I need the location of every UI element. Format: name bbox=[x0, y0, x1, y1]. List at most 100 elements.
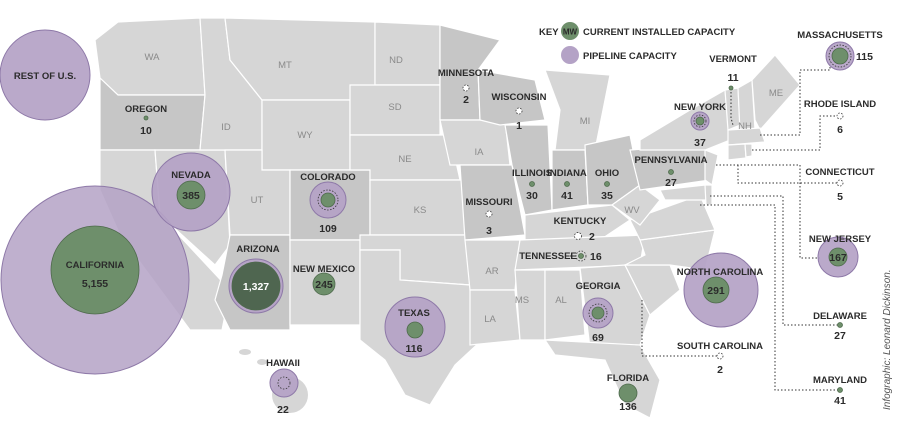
leader-south-carolina bbox=[641, 300, 720, 357]
state-maine bbox=[751, 54, 801, 132]
label-missouri: MISSOURI bbox=[466, 197, 513, 208]
abbr-ks: KS bbox=[414, 205, 427, 216]
value-hawaii: 22 bbox=[277, 404, 289, 416]
state-massachusetts bbox=[727, 127, 766, 146]
abbr-ut: UT bbox=[251, 195, 264, 206]
label-massachusetts: MASSACHUSETTS bbox=[797, 30, 883, 41]
label-delaware: DELAWARE bbox=[813, 311, 867, 322]
value-new-mexico: 245 bbox=[315, 279, 333, 291]
label-florida: FLORIDA bbox=[607, 373, 649, 384]
legend-mw-marker: MW bbox=[563, 28, 578, 37]
marker-hawaii-ring bbox=[277, 376, 291, 390]
current-circle-texas bbox=[406, 321, 424, 339]
current-circle-massachusetts bbox=[831, 47, 849, 65]
marker-connecticut bbox=[836, 179, 844, 187]
current-circle-new-jersey bbox=[828, 247, 848, 267]
abbr-wa: WA bbox=[145, 52, 161, 63]
abbr-me: ME bbox=[769, 88, 783, 99]
abbr-ar: AR bbox=[485, 266, 498, 277]
current-circle-maryland bbox=[837, 387, 843, 393]
current-circle-oregon bbox=[143, 115, 149, 121]
state-iowa bbox=[439, 119, 511, 166]
state-wisconsin bbox=[477, 69, 546, 126]
abbr-ms: MS bbox=[515, 295, 529, 306]
value-new-york: 37 bbox=[694, 137, 706, 149]
legend: KEY MW CURRENT INSTALLED CAPACITY PIPELI… bbox=[539, 22, 736, 64]
marker-massachusetts-ring bbox=[828, 44, 852, 68]
value-colorado: 109 bbox=[319, 223, 337, 235]
state-north-dakota bbox=[374, 21, 441, 86]
value-minnesota: 2 bbox=[463, 94, 469, 106]
abbr-wy: WY bbox=[297, 130, 313, 141]
marker-georgia-ring bbox=[588, 303, 608, 323]
current-circle-georgia bbox=[591, 306, 605, 320]
state-virginia bbox=[629, 194, 716, 241]
state-kentucky bbox=[524, 204, 632, 241]
label-indiana: INDIANA bbox=[547, 168, 587, 179]
value-georgia: 69 bbox=[592, 332, 604, 344]
state-connecticut bbox=[727, 143, 747, 161]
label-pennsylvania: PENNSYLVANIA bbox=[634, 155, 707, 166]
value-texas: 116 bbox=[406, 343, 423, 355]
abbr-mt: MT bbox=[278, 60, 292, 71]
current-circle-florida bbox=[618, 383, 638, 403]
leader-connecticut bbox=[737, 165, 838, 184]
hawaii-island-2 bbox=[257, 359, 267, 365]
label-california: CALIFORNIA bbox=[66, 260, 125, 271]
value-delaware: 27 bbox=[834, 330, 846, 342]
value-maryland: 41 bbox=[834, 395, 846, 407]
label-rest-of-us: REST OF U.S. bbox=[14, 71, 76, 82]
legend-key-label: KEY bbox=[539, 27, 559, 38]
label-wisconsin: WISCONSIN bbox=[492, 92, 547, 103]
value-ohio: 35 bbox=[601, 190, 613, 202]
value-nevada: 385 bbox=[182, 190, 200, 202]
marker-kentucky bbox=[574, 232, 582, 240]
marker-rhode-island bbox=[836, 112, 844, 120]
label-south-carolina: SOUTH CAROLINA bbox=[677, 341, 763, 352]
value-missouri: 3 bbox=[486, 225, 492, 237]
label-oregon: OREGON bbox=[125, 104, 167, 115]
current-circle-delaware bbox=[837, 322, 843, 328]
marker-colorado-ring bbox=[317, 189, 339, 211]
value-tennessee: 16 bbox=[590, 251, 602, 263]
label-texas: TEXAS bbox=[398, 308, 430, 319]
state-rhode-island bbox=[744, 143, 753, 158]
label-new-mexico: NEW MEXICO bbox=[293, 264, 355, 275]
label-tennessee: TENNESSEE bbox=[519, 251, 577, 262]
current-circle-north-carolina bbox=[702, 276, 730, 304]
abbr-sd: SD bbox=[388, 102, 401, 113]
state-abbreviations: WA MT ND SD ID WY NE IA MI UT KS WV NH M… bbox=[145, 52, 784, 325]
current-circle-colorado bbox=[320, 192, 336, 208]
label-new-york: NEW YORK bbox=[674, 102, 726, 113]
current-circle-nevada bbox=[176, 180, 206, 210]
value-illinois: 30 bbox=[526, 190, 538, 202]
abbr-nh: NH bbox=[738, 121, 752, 132]
hawaii-island-1 bbox=[239, 349, 251, 355]
marker-tennessee-ring bbox=[575, 250, 587, 262]
current-circle-illinois bbox=[529, 181, 535, 187]
marker-south-carolina bbox=[716, 352, 724, 360]
abbr-ne: NE bbox=[398, 154, 411, 165]
pipeline-circle-rest-of-us bbox=[0, 29, 91, 121]
leader-delaware bbox=[710, 195, 840, 326]
value-massachusetts: 115 bbox=[856, 51, 873, 63]
current-circle-tennessee bbox=[578, 253, 584, 259]
abbr-wv: WV bbox=[624, 205, 640, 216]
value-rhode-island: 6 bbox=[837, 124, 843, 136]
abbr-mi: MI bbox=[580, 116, 591, 127]
leader-massachusetts bbox=[760, 57, 831, 136]
abbr-ia: IA bbox=[475, 147, 485, 158]
legend-current-swatch bbox=[561, 22, 579, 40]
value-connecticut: 5 bbox=[837, 191, 843, 203]
infographic-credit: Infographic: Leonard Dickinson. bbox=[882, 269, 893, 410]
current-circle-new-york bbox=[695, 116, 705, 126]
marker-minnesota bbox=[462, 84, 470, 92]
value-north-carolina: 291 bbox=[707, 285, 725, 297]
value-oregon: 10 bbox=[140, 125, 152, 137]
state-labels: REST OF U.S. CALIFORNIA 5,155 NEVADA 385… bbox=[14, 30, 883, 416]
value-south-carolina: 2 bbox=[717, 364, 723, 376]
state-illinois bbox=[504, 124, 553, 216]
legend-pipeline-swatch bbox=[561, 46, 579, 64]
value-florida: 136 bbox=[619, 401, 637, 413]
